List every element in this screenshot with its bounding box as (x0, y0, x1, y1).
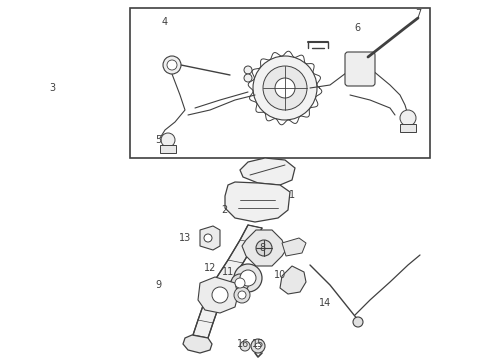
FancyBboxPatch shape (345, 52, 375, 86)
Circle shape (240, 270, 256, 286)
Polygon shape (193, 225, 262, 338)
Circle shape (253, 56, 317, 120)
Text: 16: 16 (237, 339, 249, 349)
Circle shape (163, 56, 181, 74)
Text: 3: 3 (49, 83, 55, 93)
Text: 4: 4 (162, 17, 168, 27)
Circle shape (251, 339, 265, 353)
Circle shape (256, 240, 272, 256)
Bar (160, 145, 176, 153)
Bar (400, 124, 416, 132)
Polygon shape (225, 182, 290, 222)
Text: 15: 15 (252, 339, 264, 349)
Circle shape (244, 74, 252, 82)
Bar (130, 8, 430, 158)
Circle shape (234, 264, 262, 292)
Text: 2: 2 (221, 205, 227, 215)
Text: 11: 11 (222, 267, 234, 277)
Circle shape (244, 66, 252, 74)
Text: 1: 1 (289, 190, 295, 200)
Text: 14: 14 (319, 298, 331, 308)
Text: 7: 7 (415, 9, 421, 19)
Polygon shape (183, 335, 212, 353)
Circle shape (231, 274, 249, 292)
Circle shape (353, 317, 363, 327)
Polygon shape (200, 226, 220, 250)
Circle shape (263, 66, 307, 110)
Circle shape (400, 110, 416, 126)
Polygon shape (242, 230, 286, 266)
Circle shape (235, 278, 245, 288)
Circle shape (234, 287, 250, 303)
Polygon shape (240, 158, 295, 185)
Circle shape (161, 133, 175, 147)
Circle shape (238, 291, 246, 299)
Text: 8: 8 (259, 243, 265, 253)
Circle shape (255, 343, 261, 349)
Text: 6: 6 (354, 23, 360, 33)
Text: 9: 9 (155, 280, 161, 290)
Text: 12: 12 (204, 263, 216, 273)
Text: 10: 10 (274, 270, 286, 280)
Polygon shape (198, 277, 238, 313)
Text: 13: 13 (179, 233, 191, 243)
Circle shape (240, 341, 250, 351)
Circle shape (275, 78, 295, 98)
Circle shape (212, 287, 228, 303)
Polygon shape (282, 238, 306, 256)
Circle shape (204, 234, 212, 242)
Polygon shape (280, 266, 306, 294)
Text: 5: 5 (155, 135, 161, 145)
Circle shape (167, 60, 177, 70)
